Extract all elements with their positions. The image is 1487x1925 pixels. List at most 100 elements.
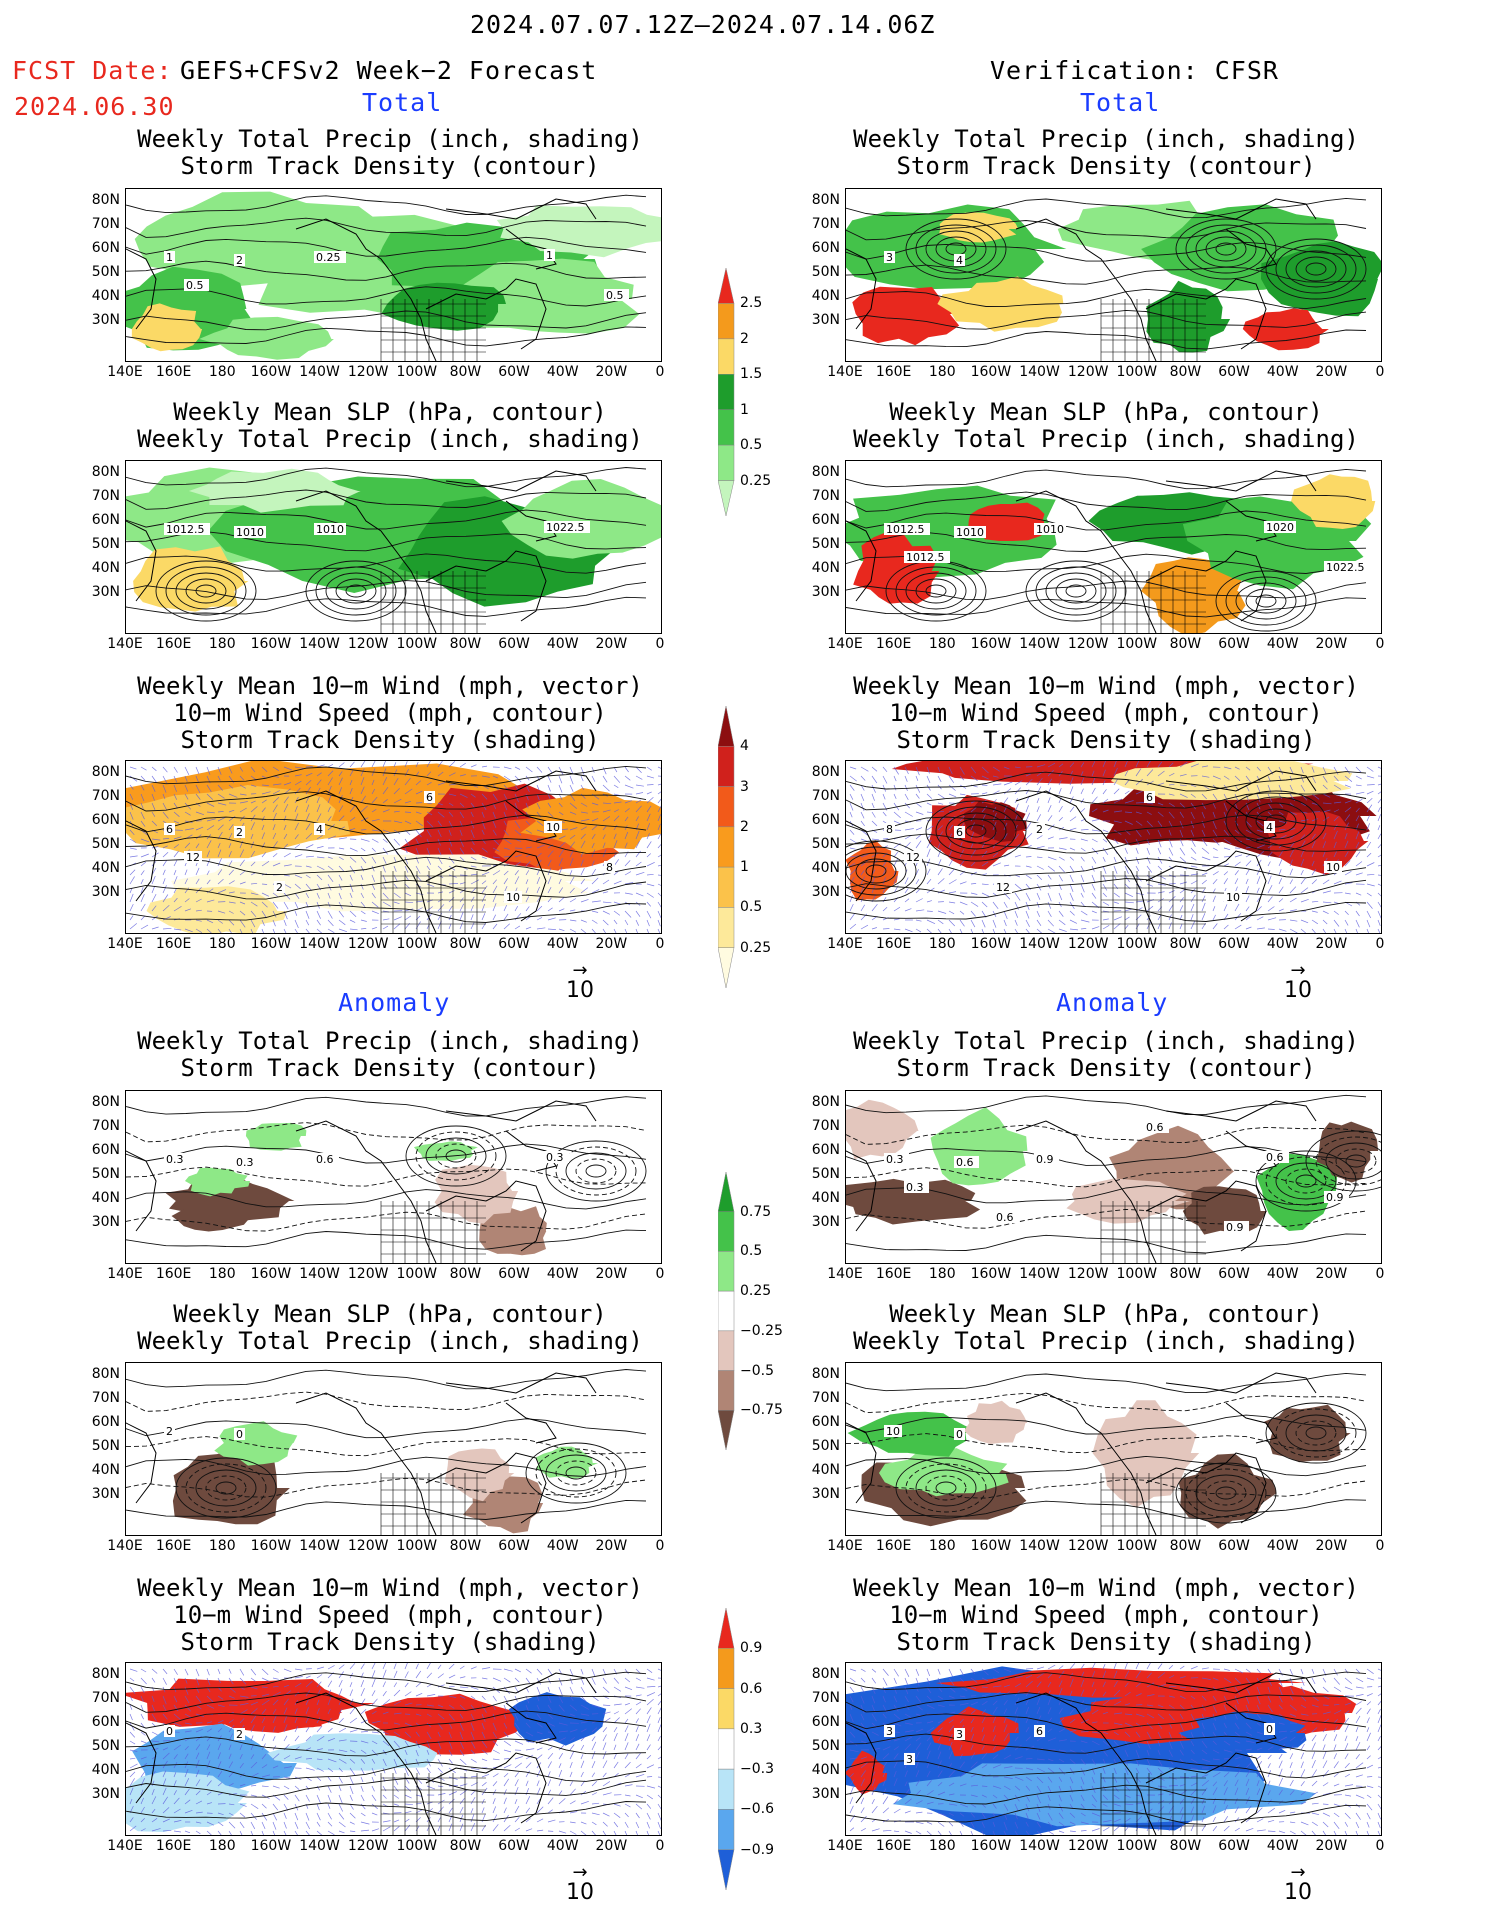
- colorbar-swatch: [717, 705, 735, 747]
- lat-tick-label: 70N: [91, 216, 120, 232]
- map-verif-anom-wind-track: 3 3 6 0 3: [845, 1662, 1382, 1836]
- state-boundaries: [1100, 1773, 1206, 1835]
- lon-tick-label: 160W: [250, 1266, 292, 1282]
- lon-tick-label: 60W: [498, 936, 530, 952]
- lon-tick-label: 120W: [1067, 936, 1109, 952]
- colorbar-swatch: [717, 1211, 735, 1252]
- lat-tick-label: 50N: [811, 1438, 840, 1454]
- vector-ref-verif-anom: → 10: [1278, 1864, 1318, 1906]
- lon-tick-label: 0: [655, 936, 665, 952]
- lat-tick-label: 50N: [91, 264, 120, 280]
- map-canvas: 6 2 4 10 12 8 6 2 10: [126, 761, 661, 933]
- lat-tick-label: 50N: [811, 1738, 840, 1754]
- title-fcst-anom-precip-track: Weekly Total Precip (inch, shading) Stor…: [137, 1027, 643, 1082]
- lat-tick-label: 40N: [91, 288, 120, 304]
- lon-tick-label: 180: [928, 1266, 956, 1282]
- colorbar-swatch: [717, 1330, 735, 1371]
- lon-tick-label: 180: [208, 636, 236, 652]
- lat-tick-label: 50N: [811, 1166, 840, 1182]
- lon-tick-label: 180: [928, 364, 956, 380]
- lon-tick-label: 160W: [250, 936, 292, 952]
- lat-tick-label: 70N: [811, 488, 840, 504]
- shading-region: [199, 316, 334, 360]
- valid-period: 2024.07.07.12Z–2024.07.14.06Z: [470, 10, 936, 39]
- title-verif-slp-precip: Weekly Mean SLP (hPa, contour) Weekly To…: [853, 398, 1359, 453]
- lon-tick-label: 180: [928, 936, 956, 952]
- contour-label: 0.6: [1266, 1151, 1284, 1164]
- lon-tick-label: 80W: [449, 1266, 482, 1282]
- contour-label: 1012.5: [166, 523, 205, 536]
- shading-region: [456, 258, 640, 334]
- lon-tick-label: 80W: [1169, 636, 1202, 652]
- lon-tick-label: 60W: [1218, 1538, 1250, 1554]
- contour-label: 4: [316, 823, 323, 836]
- map-verif-anom-slp-precip: 10 0: [845, 1362, 1382, 1536]
- lon-tick-label: 100W: [396, 936, 438, 952]
- contour-label: 0.25: [316, 251, 341, 264]
- lon-tick-label: 40W: [546, 636, 579, 652]
- lon-tick-label: 100W: [1116, 364, 1158, 380]
- lon-tick-label: 40W: [546, 1266, 579, 1282]
- shading-region: [188, 468, 361, 513]
- shading-region: [1178, 1711, 1307, 1752]
- title-verif-anom-precip-track: Weekly Total Precip (inch, shading) Stor…: [853, 1027, 1359, 1082]
- lat-tick-label: 70N: [91, 1390, 120, 1406]
- contour-label: 0.3: [546, 1151, 564, 1164]
- lon-tick-label: 100W: [396, 364, 438, 380]
- lon-tick-label: 140W: [1019, 936, 1060, 952]
- coastlines: [846, 198, 1317, 361]
- lat-tick-label: 60N: [811, 1714, 840, 1730]
- shading-region: [126, 785, 351, 859]
- coastlines: [846, 1672, 1317, 1835]
- shading-region: [131, 303, 203, 352]
- lon-tick-label: 180: [928, 636, 956, 652]
- lon-tick-label: 160E: [155, 1266, 192, 1282]
- lat-tick-label: 70N: [811, 1390, 840, 1406]
- lon-tick-label: 20W: [595, 1838, 628, 1854]
- lat-tick-label: 40N: [91, 1762, 120, 1778]
- verification-label: Verification: CFSR: [990, 56, 1279, 85]
- contour-label: 1: [546, 249, 553, 262]
- lat-tick-label: 80N: [91, 1366, 120, 1382]
- fcst-date: 2024.06.30: [14, 92, 175, 121]
- contour-label: 0.6: [996, 1211, 1014, 1224]
- map-canvas: 1012.5 1010 1010 1020 1012.5 1022.5: [846, 461, 1381, 633]
- vector-ref-value: 10: [566, 978, 594, 1003]
- lat-tick-label: 60N: [811, 512, 840, 528]
- contour-label: 2: [276, 881, 283, 894]
- contour-label: 6: [166, 823, 173, 836]
- colorbar-label: −0.6: [740, 1801, 774, 1818]
- lon-tick-label: 80W: [449, 1838, 482, 1854]
- lat-tick-label: 80N: [811, 464, 840, 480]
- lon-tick-label: 20W: [595, 1266, 628, 1282]
- lat-tick-label: 40N: [91, 1190, 120, 1206]
- lat-tick-label: 40N: [91, 860, 120, 876]
- contour-label: 0.9: [1226, 1221, 1244, 1234]
- lon-tick-label: 40W: [1266, 1838, 1299, 1854]
- lon-tick-label: 60W: [498, 1266, 530, 1282]
- contour-label: 10: [506, 891, 520, 904]
- contour-label: 0.6: [956, 1156, 974, 1169]
- lat-tick-label: 30N: [91, 884, 120, 900]
- lon-tick-label: 0: [1375, 364, 1385, 380]
- state-boundaries: [380, 1773, 486, 1835]
- contour-label: 1: [166, 251, 173, 264]
- lon-tick-label: 60W: [1218, 1838, 1250, 1854]
- lon-tick-label: 140E: [827, 636, 863, 652]
- lat-tick-label: 80N: [91, 192, 120, 208]
- shading-region: [963, 1400, 1028, 1444]
- state-boundaries: [1100, 1201, 1206, 1263]
- title-fcst-precip-track: Weekly Total Precip (inch, shading) Stor…: [137, 125, 643, 180]
- contour-lines: [126, 194, 647, 347]
- vector-ref-verif-total: → 10: [1278, 962, 1318, 1004]
- lon-tick-label: 160W: [250, 636, 292, 652]
- shading-region: [879, 1448, 1009, 1497]
- lon-tick-label: 80W: [449, 1538, 482, 1554]
- lon-tick-label: 80W: [1169, 1838, 1202, 1854]
- wind-vectors: [849, 761, 1381, 933]
- lat-tick-label: 50N: [811, 264, 840, 280]
- lat-tick-label: 80N: [91, 764, 120, 780]
- contour-label: 8: [606, 861, 613, 874]
- contour-label: 10: [1326, 861, 1340, 874]
- colorbar-label: 0.5: [740, 437, 763, 454]
